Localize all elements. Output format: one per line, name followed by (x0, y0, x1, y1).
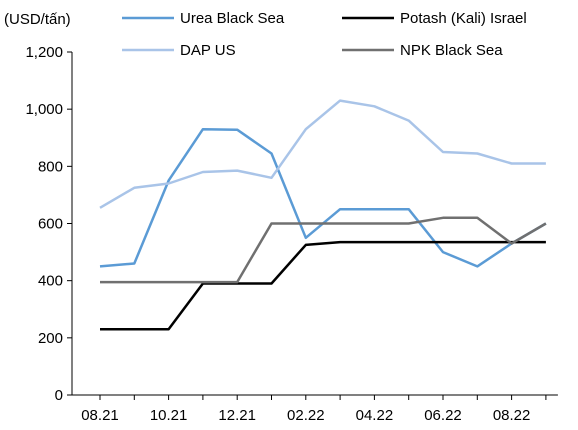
legend-label-urea-black-sea: Urea Black Sea (180, 10, 285, 27)
series-lines (99, 99, 547, 331)
legend-label-dap-us: DAP US (180, 42, 236, 59)
legend-label-npk-black-sea: NPK Black Sea (400, 42, 503, 59)
x-tick-label: 02.22 (287, 407, 325, 424)
series-line-urea-black-sea (99, 127, 547, 268)
x-tick-label: 08.22 (493, 407, 531, 424)
y-tick-label: 0 (55, 387, 63, 404)
series-line-dap-us (99, 99, 546, 209)
x-tick-label: 08.21 (81, 407, 119, 424)
axes: 0 200 400 600 800 1,000 1,200 08.21 10.21 12.21 02… (25, 44, 558, 424)
y-tick-label: 200 (38, 330, 63, 347)
y-tick-label: 1,200 (25, 44, 63, 61)
y-tick-label: 600 (38, 216, 63, 233)
x-tick-label: 04.22 (356, 407, 394, 424)
legend: Urea Black Sea Potash (Kali) Israel DAP US… (122, 10, 527, 59)
series-line-potash-kali-israel (100, 240, 546, 331)
x-tick-label: 12.21 (218, 407, 256, 424)
x-tick-label: 10.21 (150, 407, 188, 424)
y-tick-label: 800 (38, 158, 63, 175)
legend-label-potash-kali-israel: Potash (Kali) Israel (400, 10, 527, 27)
y-tick-label: 400 (38, 273, 63, 290)
x-tick-label: 06.22 (424, 407, 462, 424)
y-unit-label: (USD/tấn) (4, 11, 71, 28)
y-tick-label: 1,000 (25, 101, 63, 118)
series-line-npk-black-sea (100, 216, 547, 284)
